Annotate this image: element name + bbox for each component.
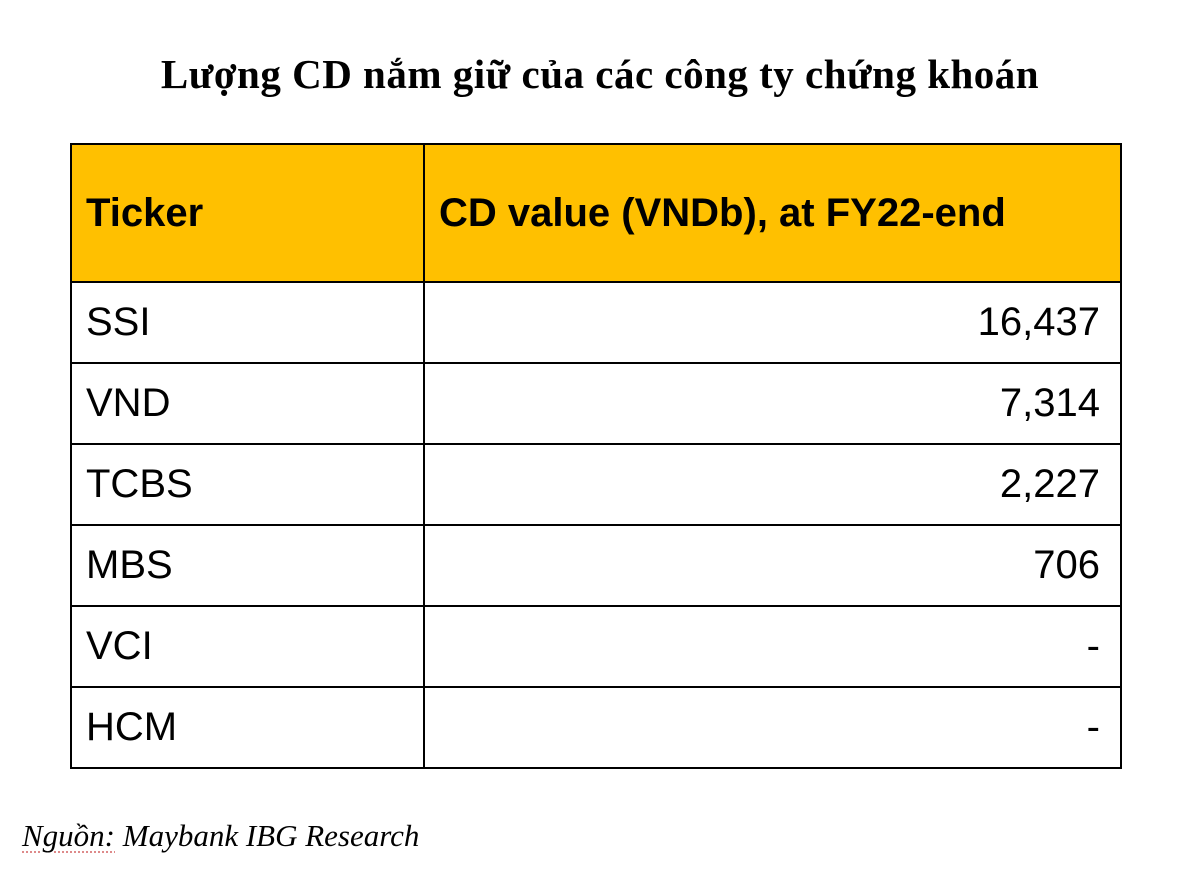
value-cell: - [423,686,1122,769]
ticker-cell: HCM [70,686,425,769]
table-body: SSI 16,437 VND 7,314 TCBS 2,227 MBS 706 VCI - HCM - [70,281,1122,769]
page-title: Lượng CD nắm giữ của các công ty chứng k… [160,51,1040,97]
ticker-cell: MBS [70,524,425,607]
ticker-cell: VCI [70,605,425,688]
table-row: SSI 16,437 [70,281,1122,364]
cd-holdings-table: Ticker CD value (VNDb), at FY22-end SSI 1… [70,143,1122,769]
value-cell: 2,227 [423,443,1122,526]
table-row: HCM - [70,686,1122,769]
table-row: TCBS 2,227 [70,443,1122,526]
column-header-cd-value: CD value (VNDb), at FY22-end [423,143,1122,283]
table-row: MBS 706 [70,524,1122,607]
table-row: VND 7,314 [70,362,1122,445]
value-cell: 16,437 [423,281,1122,364]
header-row: Ticker CD value (VNDb), at FY22-end [70,143,1122,283]
table-row: VCI - [70,605,1122,688]
table-header: Ticker CD value (VNDb), at FY22-end [70,143,1122,283]
ticker-cell: VND [70,362,425,445]
ticker-cell: SSI [70,281,425,364]
column-header-ticker: Ticker [70,143,425,283]
source-label: Nguồn: [22,818,115,853]
ticker-cell: TCBS [70,443,425,526]
value-cell: - [423,605,1122,688]
source-note: Nguồn: Maybank IBG Research [22,818,419,854]
value-cell: 706 [423,524,1122,607]
value-cell: 7,314 [423,362,1122,445]
source-text: Maybank IBG Research [115,818,420,853]
